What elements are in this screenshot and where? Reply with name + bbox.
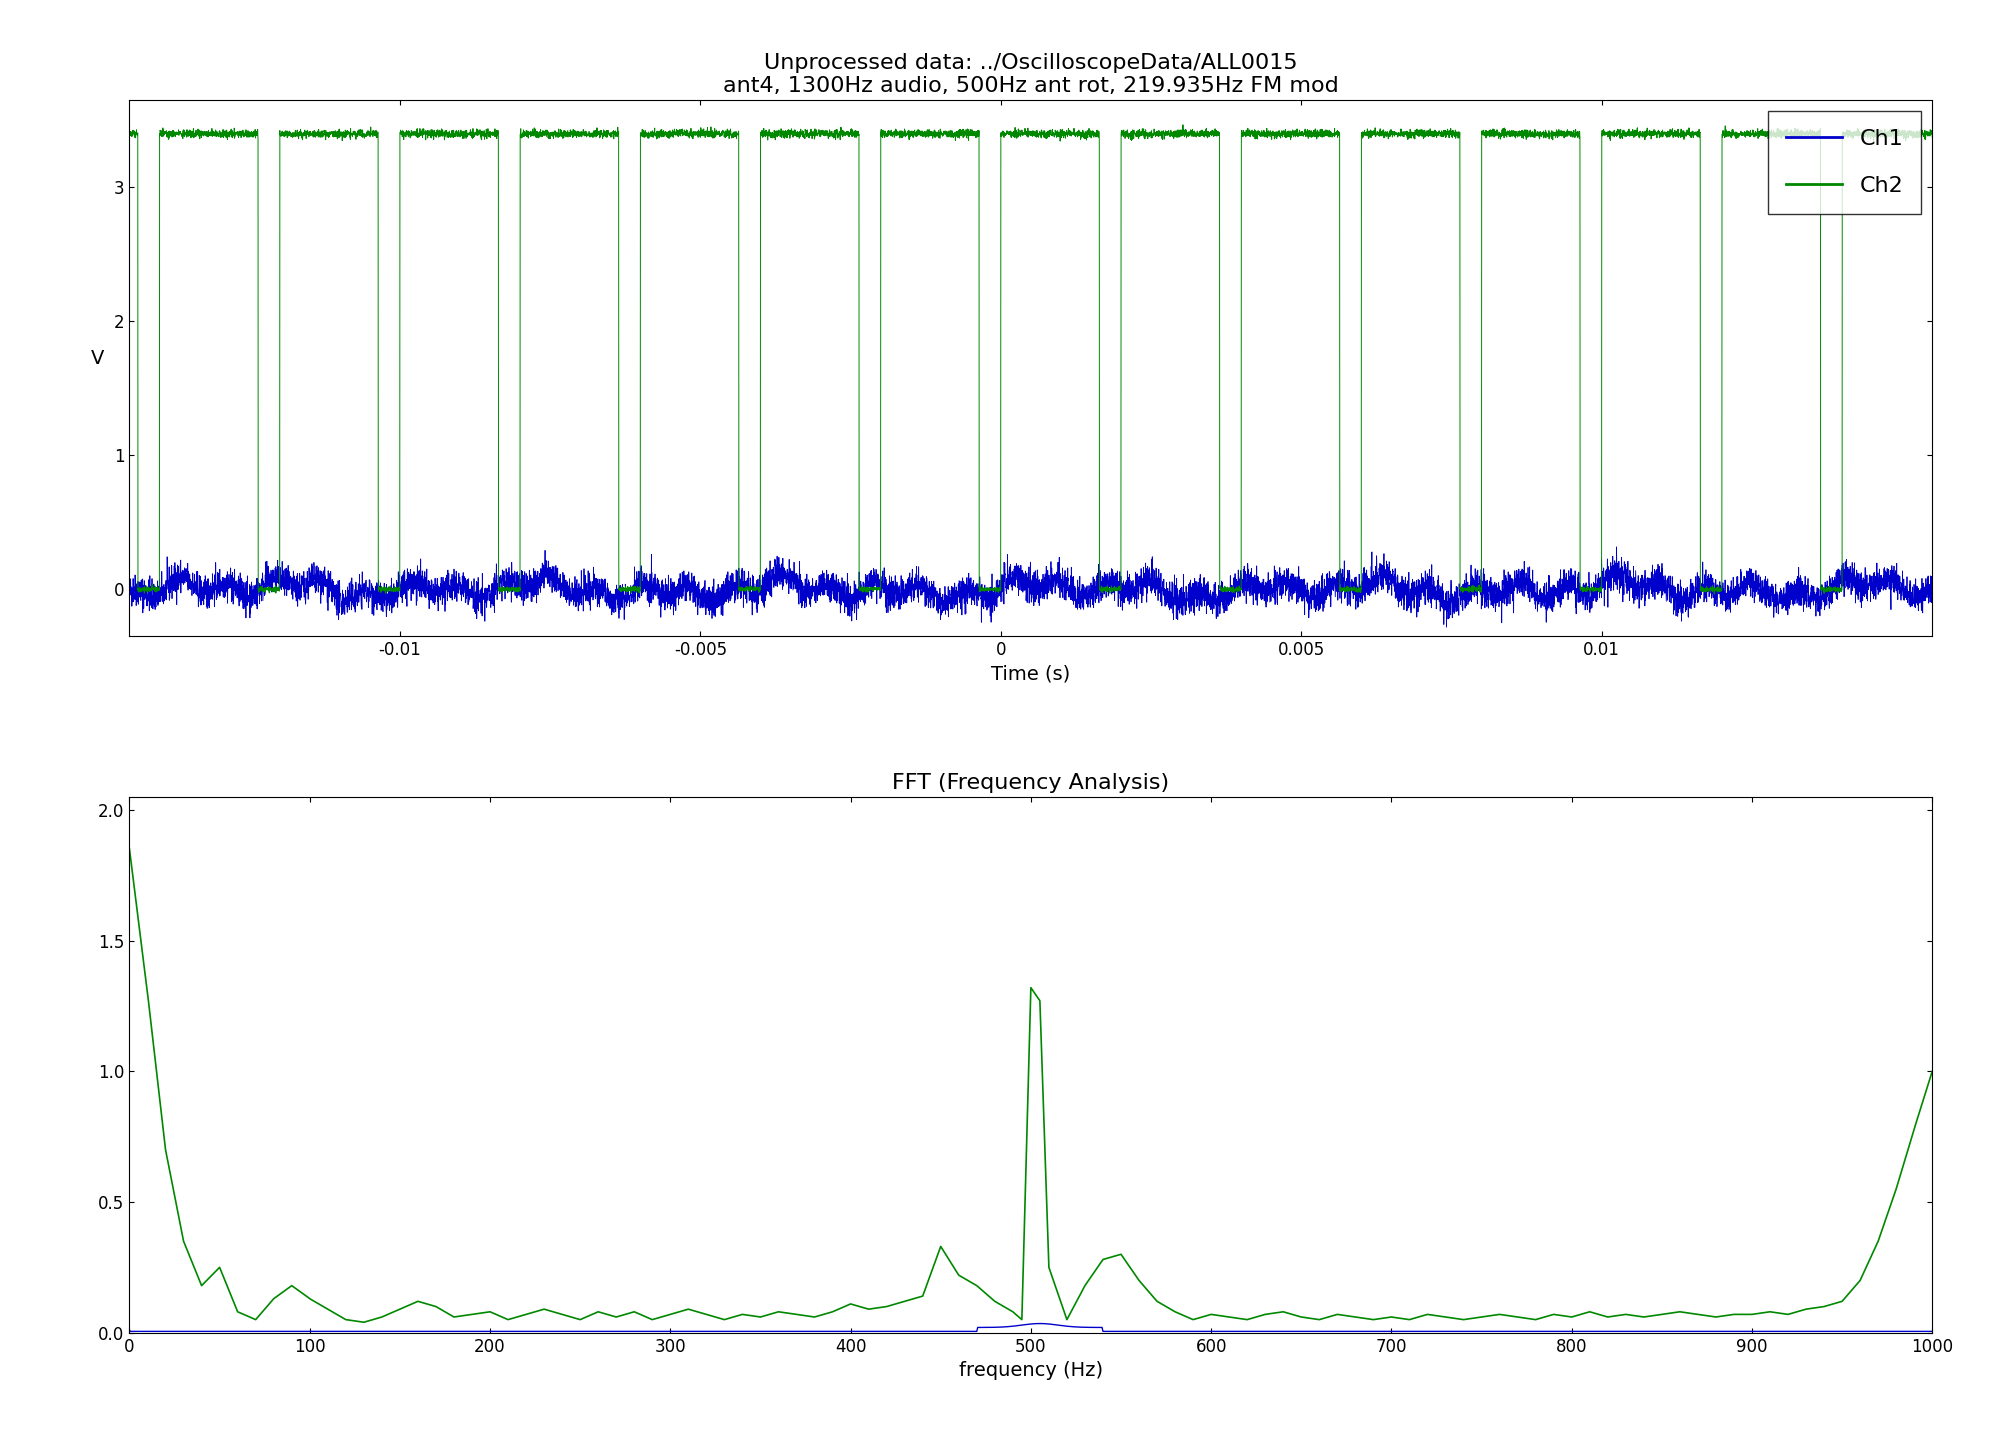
Ch2 (125, 125, 149, 142)
Ch1 (118, 580, 141, 598)
Title: FFT (Frequency Analysis): FFT (Frequency Analysis) (892, 772, 1169, 792)
Ch1 (1434, 619, 1458, 636)
Ch1 (1825, 562, 1849, 579)
X-axis label: Time (s): Time (s) (992, 665, 1070, 684)
Ch1 (125, 588, 149, 605)
Ch2 (998, 123, 1022, 140)
Ch2 (1825, 580, 1849, 598)
Ch1 (1606, 539, 1629, 556)
Ch1 (191, 580, 215, 598)
Ch2 (118, 126, 141, 143)
Legend: Ch1, Ch2: Ch1, Ch2 (1769, 112, 1920, 214)
Line: Ch2: Ch2 (129, 125, 1932, 593)
Ch1 (1920, 573, 1944, 590)
Ch2 (225, 125, 249, 142)
X-axis label: frequency (Hz): frequency (Hz) (958, 1361, 1104, 1380)
Ch1 (998, 567, 1022, 585)
Ch2 (191, 125, 215, 142)
Ch2 (470, 125, 494, 142)
Title: Unprocessed data: ../OscilloscopeData/ALL0015
ant4, 1300Hz audio, 500Hz ant rot,: Unprocessed data: ../OscilloscopeData/AL… (723, 53, 1339, 96)
Ch2 (1920, 129, 1944, 146)
Ch1 (470, 590, 494, 608)
Ch2 (1703, 585, 1727, 602)
Ch1 (225, 585, 249, 602)
Y-axis label: V: V (92, 350, 104, 368)
Ch2 (1171, 116, 1195, 133)
Line: Ch1: Ch1 (129, 547, 1932, 628)
